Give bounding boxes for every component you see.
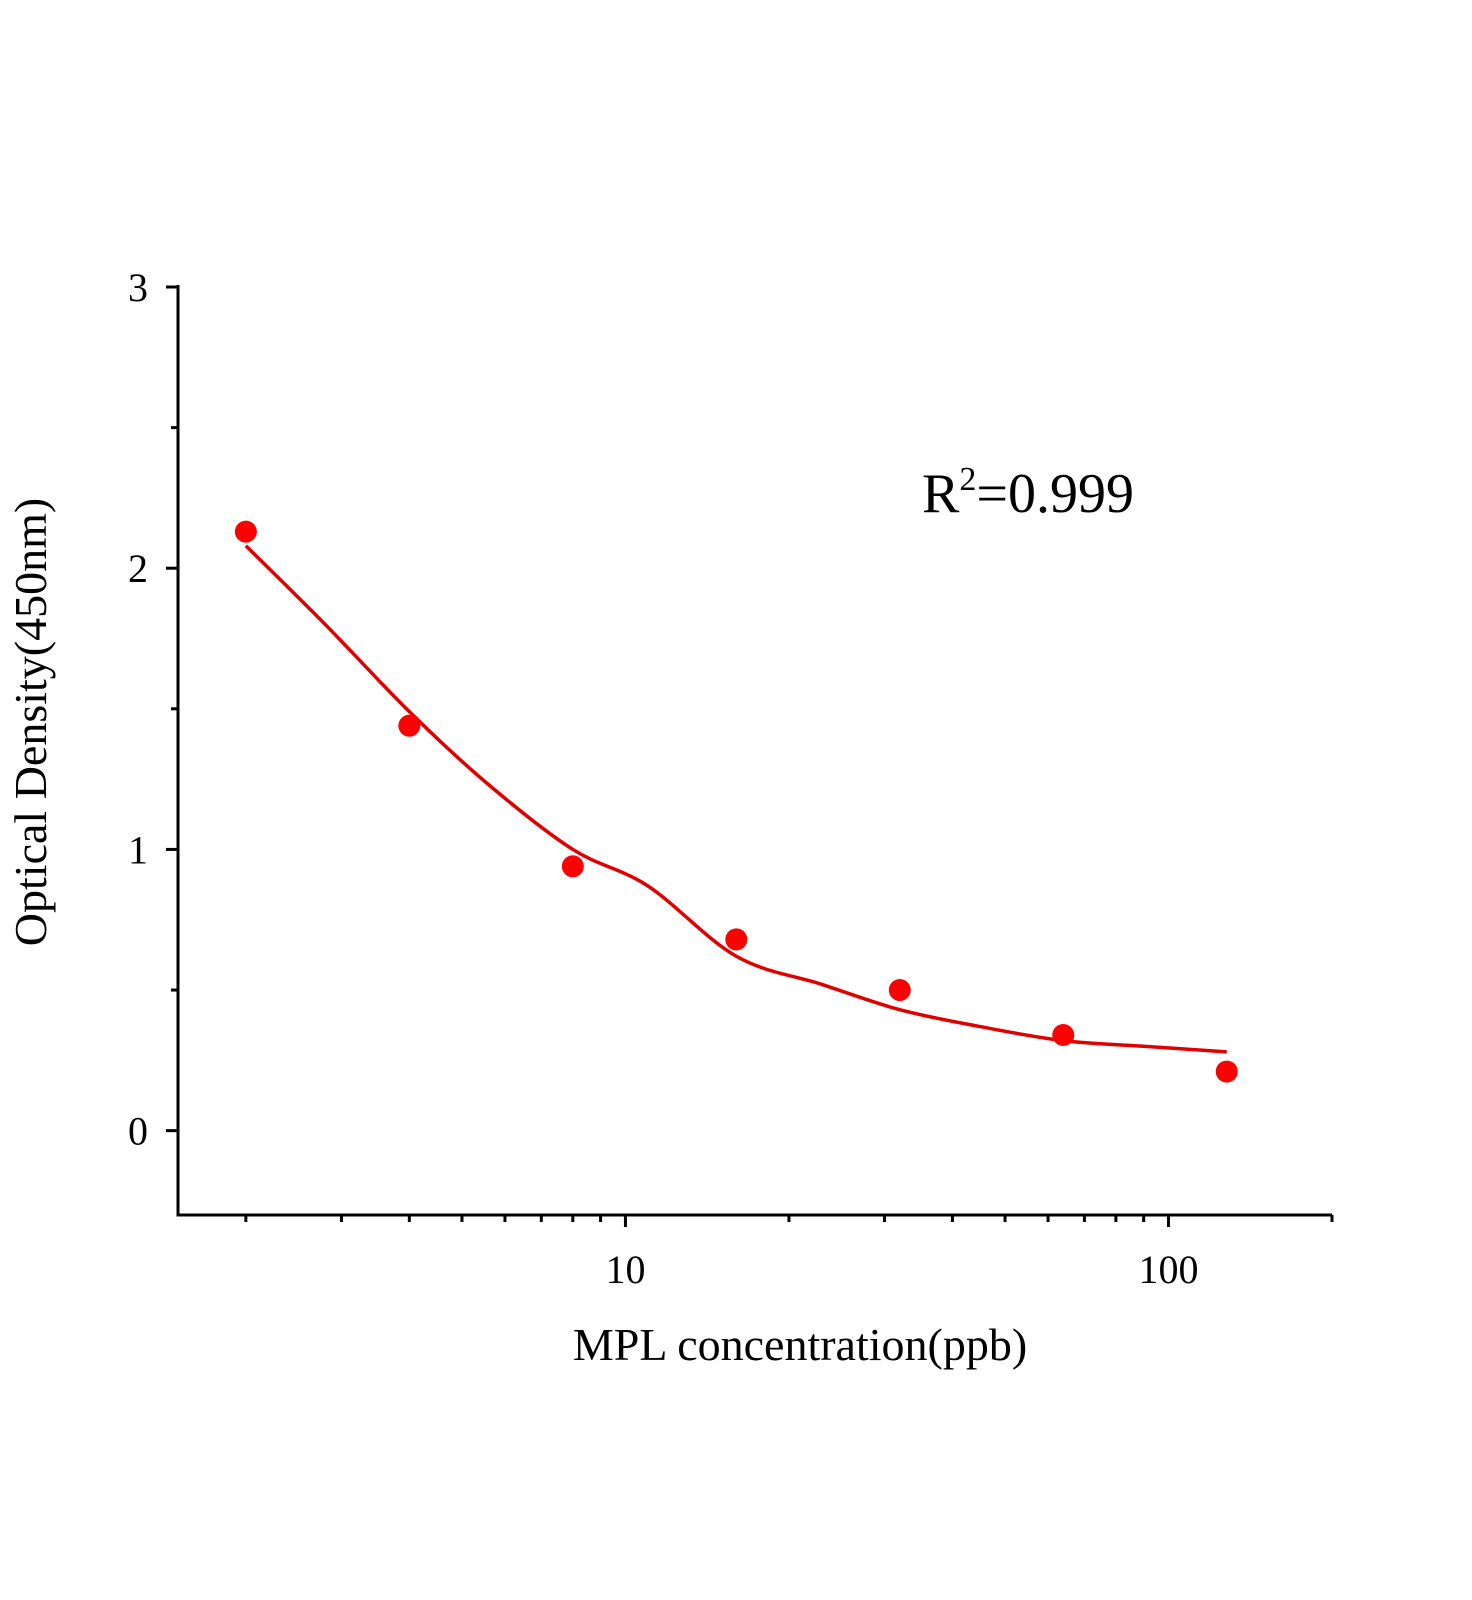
- y-tick-label: 0: [128, 1109, 148, 1154]
- annotation-superscript: 2: [959, 461, 976, 498]
- data-point: [234, 520, 257, 543]
- y-tick-label: 3: [128, 265, 148, 310]
- data-point: [561, 855, 584, 878]
- annotation-base: R: [922, 463, 960, 525]
- data-point: [1215, 1060, 1238, 1083]
- data-point: [888, 979, 911, 1002]
- x-axis-label: MPL concentration(ppb): [573, 1319, 1027, 1370]
- annotation: R2=0.999: [922, 461, 1134, 525]
- y-tick-label: 1: [128, 827, 148, 872]
- y-tick-label: 2: [128, 546, 148, 591]
- data-point: [1052, 1024, 1075, 1047]
- data-point: [725, 928, 748, 951]
- x-tick-label: 100: [1139, 1247, 1199, 1292]
- y-axis-label: Optical Density(450nm): [5, 498, 56, 946]
- data-point: [398, 714, 421, 737]
- annotation-text: =0.999: [976, 463, 1134, 525]
- x-tick-label: 10: [605, 1247, 645, 1292]
